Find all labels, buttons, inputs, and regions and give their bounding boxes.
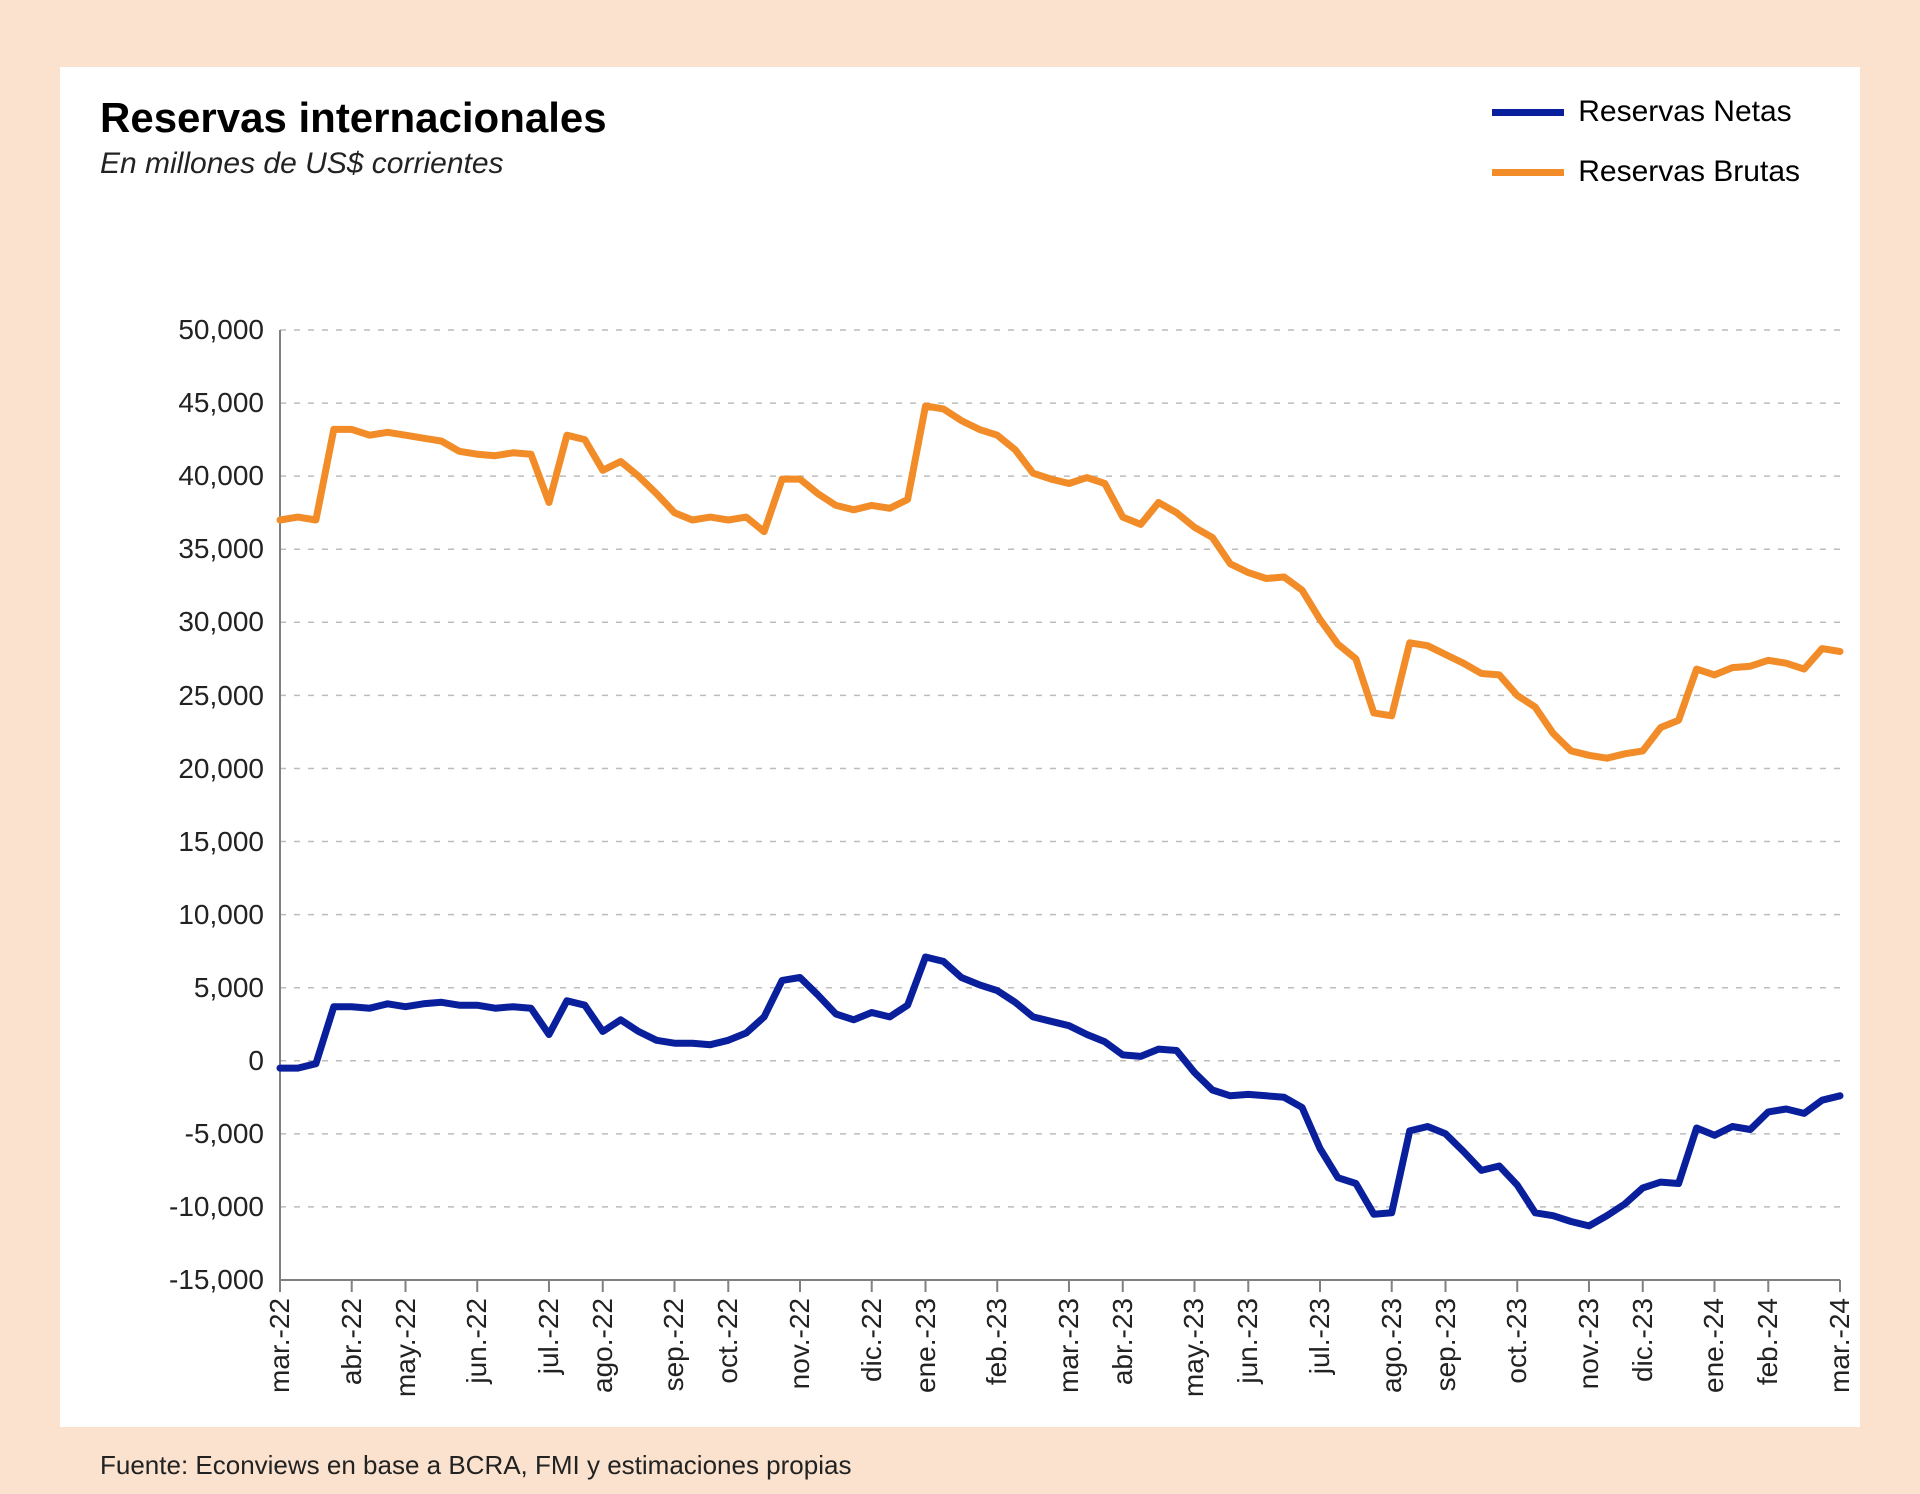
y-tick-label: 5,000 xyxy=(100,972,264,1004)
y-tick-label: -15,000 xyxy=(100,1264,264,1296)
x-tick-label: dic.-22 xyxy=(856,1298,888,1382)
y-tick-label: 50,000 xyxy=(100,314,264,346)
x-tick-label: jul.-23 xyxy=(1304,1298,1336,1374)
y-tick-label: 40,000 xyxy=(100,460,264,492)
x-tick-label: oct.-22 xyxy=(712,1298,744,1384)
y-tick-label: 30,000 xyxy=(100,606,264,638)
x-tick-label: jun.-23 xyxy=(1232,1298,1264,1384)
y-tick-label: 10,000 xyxy=(100,899,264,931)
x-tick-label: ene.-23 xyxy=(910,1298,942,1393)
x-tick-label: feb.-23 xyxy=(981,1298,1013,1385)
y-tick-label: 45,000 xyxy=(100,387,264,419)
legend-label: Reservas Netas xyxy=(1578,95,1791,129)
legend-swatch-netas xyxy=(1492,109,1564,116)
y-tick-label: 25,000 xyxy=(100,680,264,712)
legend-item-netas: Reservas Netas xyxy=(1492,95,1800,129)
x-tick-label: feb.-24 xyxy=(1752,1298,1784,1385)
x-tick-label: ene.-24 xyxy=(1698,1298,1730,1393)
x-tick-label: mar.-23 xyxy=(1053,1298,1085,1393)
x-tick-label: nov.-23 xyxy=(1573,1298,1605,1389)
y-tick-label: 35,000 xyxy=(100,533,264,565)
chart-svg xyxy=(100,180,1880,1430)
legend-swatch-brutas xyxy=(1492,169,1564,176)
x-tick-label: sep.-22 xyxy=(658,1298,690,1391)
chart-area: -15,000 -10,000 -5,000 0 5,000 10,000 15,000 20… xyxy=(100,180,1880,1430)
y-tick-label: 20,000 xyxy=(100,753,264,785)
x-tick-label: abr.-22 xyxy=(336,1298,368,1385)
x-tick-label: abr.-23 xyxy=(1107,1298,1139,1385)
x-tick-label: oct.-23 xyxy=(1501,1298,1533,1384)
x-tick-label: may.-22 xyxy=(390,1298,422,1397)
x-tick-label: may.-23 xyxy=(1178,1298,1210,1397)
x-tick-label: mar.-22 xyxy=(264,1298,296,1393)
x-tick-label: ago.-23 xyxy=(1376,1298,1408,1393)
x-tick-label: sep.-23 xyxy=(1430,1298,1462,1391)
x-tick-label: jun.-22 xyxy=(461,1298,493,1384)
x-tick-label: dic.-23 xyxy=(1627,1298,1659,1382)
chart-source: Fuente: Econviews en base a BCRA, FMI y … xyxy=(100,1450,1820,1481)
y-tick-label: 0 xyxy=(100,1045,264,1077)
y-tick-label: -5,000 xyxy=(100,1118,264,1150)
chart-panel: Reservas internacionales En millones de … xyxy=(60,67,1860,1427)
y-tick-label: 15,000 xyxy=(100,826,264,858)
y-tick-label: -10,000 xyxy=(100,1191,264,1223)
outer-frame: Reservas internacionales En millones de … xyxy=(0,0,1920,1494)
x-tick-label: nov.-22 xyxy=(784,1298,816,1389)
x-tick-label: mar.-24 xyxy=(1824,1298,1856,1393)
x-tick-label: jul.-22 xyxy=(533,1298,565,1374)
x-tick-label: ago.-22 xyxy=(587,1298,619,1393)
